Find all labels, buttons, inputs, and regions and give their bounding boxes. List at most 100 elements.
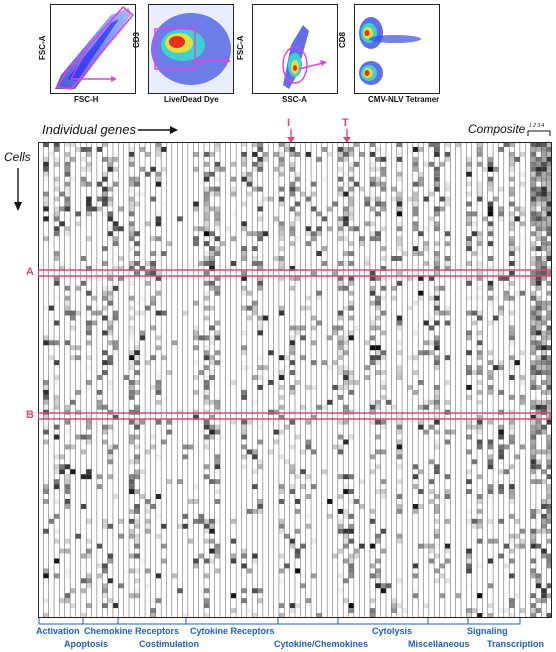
heatmap-cell [471, 310, 478, 316]
heatmap-cell [203, 389, 210, 395]
heatmap-cell [337, 176, 344, 182]
heatmap-cell [86, 310, 92, 316]
heatmap-cell [343, 513, 349, 519]
heatmap-cell [54, 320, 60, 326]
heatmap-cell [337, 518, 344, 524]
heatmap-cell [493, 196, 499, 202]
heatmap-cell [530, 280, 536, 286]
heatmap-cell [134, 419, 140, 425]
heatmap-cell [112, 236, 119, 242]
heatmap-cell [171, 573, 178, 579]
heatmap-cell [295, 325, 301, 331]
heatmap-cell [546, 380, 552, 385]
heatmap-cell [155, 142, 162, 147]
heatmap-cell [54, 216, 60, 222]
heatmap-cell [348, 563, 354, 569]
heatmap-cell [102, 295, 108, 301]
heatmap-cell [203, 231, 210, 237]
heatmap-cell [428, 543, 435, 549]
heatmap-cell [64, 499, 71, 504]
heatmap-cell [129, 384, 135, 390]
heatmap-cell [203, 538, 210, 544]
heatmap-cell [112, 285, 119, 291]
heatmap-cell [305, 305, 312, 311]
heatmap-cell [91, 206, 97, 212]
heatmap-cell [64, 503, 71, 509]
heatmap-cell [327, 399, 333, 405]
heatmap-cell [466, 424, 472, 430]
heatmap-cell [434, 419, 440, 425]
heatmap-cell [348, 161, 354, 167]
heatmap-cell [428, 221, 435, 227]
heatmap-cell [546, 300, 552, 306]
heatmap-cell [444, 558, 451, 564]
heatmap-cell [434, 444, 440, 450]
heatmap-cell [407, 573, 413, 579]
heatmap-cell [107, 236, 113, 242]
heatmap-cell [380, 166, 387, 172]
heatmap-cell [112, 414, 119, 420]
heatmap-cell [535, 365, 542, 371]
heatmap-cell [129, 142, 135, 147]
heatmap-cell [86, 538, 92, 544]
heatmap-cell [546, 196, 552, 202]
heatmap-cell [43, 305, 49, 311]
heatmap-cell [214, 191, 221, 197]
heatmap-cell [412, 419, 419, 425]
heatmap-cell [369, 394, 376, 400]
heatmap-cell [412, 146, 419, 152]
heatmap-cell [54, 295, 60, 301]
heatmap-cell [64, 409, 71, 415]
heatmap-cell [434, 518, 440, 524]
heatmap-cell [316, 231, 322, 237]
heatmap-cell [252, 310, 258, 316]
heatmap-cell [546, 439, 552, 445]
heatmap-cell [257, 355, 263, 361]
heatmap-cell [102, 424, 108, 430]
heatmap-cell [209, 424, 215, 430]
heatmap-cell [466, 518, 472, 524]
heatmap-cell [193, 360, 199, 366]
heatmap-cell [257, 499, 263, 504]
heatmap-cell [241, 251, 247, 257]
heatmap-cell [193, 499, 199, 504]
heatmap-cell [118, 275, 124, 281]
heatmap-cell [369, 360, 376, 366]
heatmap-cell [150, 300, 156, 306]
heatmap-cell [444, 142, 451, 147]
heatmap-cell [434, 186, 440, 192]
heatmap-cell [348, 300, 354, 306]
heatmap-cell [466, 608, 472, 614]
heatmap-cell [161, 558, 167, 564]
heatmap-cell [278, 226, 285, 232]
category-cytokine-receptors: Cytokine Receptors [190, 626, 275, 636]
heatmap-cell [337, 350, 344, 356]
heatmap-cell [198, 261, 204, 266]
heatmap-cell [541, 246, 547, 252]
heatmap-cell [214, 146, 221, 152]
heatmap-cell [375, 489, 381, 495]
heatmap-cell [107, 553, 113, 559]
heatmap-cell [54, 181, 60, 187]
heatmap-cell [343, 384, 349, 390]
heatmap-cell [396, 414, 403, 420]
heatmap-cell [64, 300, 71, 306]
heatmap-cell [530, 176, 536, 182]
heatmap-cell [268, 350, 274, 356]
heatmap-cell [343, 330, 349, 336]
heatmap-cell [257, 231, 263, 237]
heatmap-cell [257, 598, 263, 604]
heatmap-cell [477, 553, 483, 559]
heatmap-cell [535, 211, 542, 217]
heatmap-cell [514, 518, 520, 524]
heatmap-cell [535, 280, 542, 286]
heatmap-cell [450, 429, 456, 435]
heatmap-cell [43, 389, 49, 395]
heatmap-cell [129, 553, 135, 559]
heatmap-cell [519, 375, 526, 380]
category-signaling: Signaling [467, 626, 508, 636]
heatmap-cell [209, 211, 215, 217]
heatmap-cell [434, 221, 440, 227]
heatmap-cell [541, 315, 547, 321]
heatmap-cell [434, 384, 440, 390]
